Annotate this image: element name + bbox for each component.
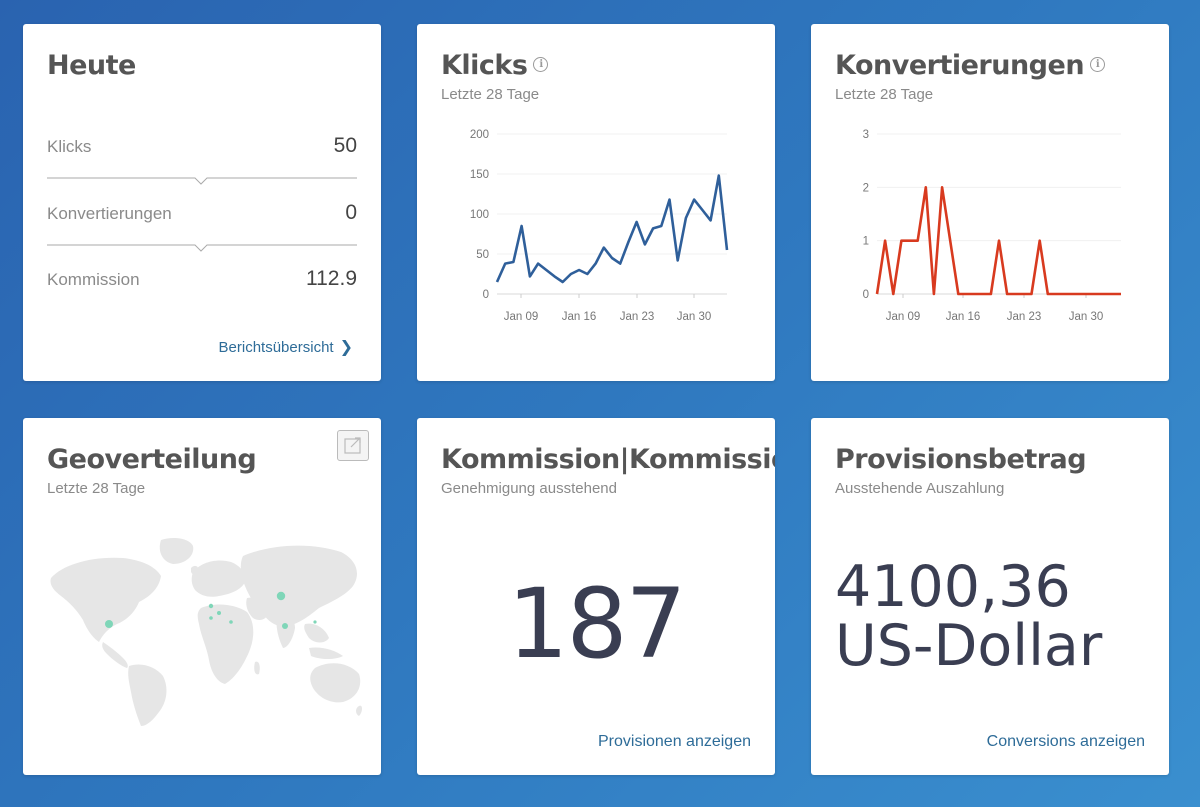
series-line [875,185,1121,296]
clicks-title: Klicks i [441,50,549,81]
payout-amount-value: 4100,36 [835,554,1071,620]
map-japan [337,580,346,594]
clicks-card: Klicks i Letzte 28 Tage 0 50 100 150 200 Jan 0… [417,24,775,381]
map-southeast-asia [304,623,329,643]
map-dot-russia [276,591,286,601]
conversions-title-text: Konvertierungen [835,50,1085,81]
x-tick-label: Jan 09 [886,311,921,323]
commission-title: Kommission|Kommissionen [441,444,775,475]
map-new-zealand [356,705,362,716]
info-icon[interactable]: i [533,57,549,72]
map-south-america [128,664,167,726]
payout-title: Provisionsbetrag [835,444,1087,475]
expand-map-button[interactable] [337,430,369,461]
today-row-conversions: Konvertierungen 0 [47,201,357,225]
conversions-subtitle: Letzte 28 Tage [835,86,934,103]
clicks-chart: 0 50 100 150 200 Jan 09 Jan 16 Jan 23 Jan 30 [470,129,729,323]
map-north-america [50,557,161,642]
map-uk [191,565,199,575]
today-row-clicks: Klicks 50 [47,134,357,158]
y-tick-label: 50 [476,249,489,261]
map-dot-usa [105,620,113,628]
geo-subtitle: Letzte 28 Tage [47,480,146,497]
x-tick-label: Jan 09 [504,311,539,323]
payout-amount-currency: US-Dollar [835,612,1103,679]
y-tick-label: 200 [470,129,489,141]
today-divider [47,241,357,253]
report-overview-link[interactable]: Berichtsübersicht ❯ [219,337,353,357]
y-tick-label: 1 [863,236,869,248]
geo-title: Geoverteilung [47,444,257,475]
map-indonesia [309,647,343,659]
map-africa [197,604,254,684]
expand-icon [344,437,361,454]
payout-card: Provisionsbetrag Ausstehende Auszahlung … [811,418,1169,775]
today-clicks-label: Klicks [47,137,92,156]
conversions-title: Konvertierungen i [835,50,1106,81]
y-tick-label: 0 [483,289,489,301]
y-tick-label: 2 [863,182,869,194]
x-tick-label: Jan 23 [620,311,655,323]
world-map [50,538,362,726]
payout-subtitle: Ausstehende Auszahlung [835,480,1005,497]
map-asia [240,545,357,627]
today-title: Heute [47,50,136,81]
map-dot-japan [313,620,317,624]
map-madagascar [254,661,260,675]
today-commission-label: Kommission [47,270,140,289]
map-dot-china [282,623,288,629]
today-conversions-label: Konvertierungen [47,204,172,223]
x-tick-label: Jan 23 [1007,311,1042,323]
today-conversions-value: 0 [345,201,357,224]
today-card: Heute Klicks 50 Konvertierungen 0 Kommis… [23,24,381,381]
y-tick-label: 150 [470,169,489,181]
map-central-america [102,642,128,668]
info-icon[interactable]: i [1090,57,1106,72]
commission-subtitle: Genehmigung ausstehend [441,480,617,497]
geo-card: Geoverteilung Letzte 28 Tage [23,418,381,775]
map-dot-europe-1 [208,603,214,609]
payout-amount: 4100,36 US-Dollar [835,558,1102,675]
chevron-right-icon: ❯ [339,339,353,356]
map-australia [310,663,361,703]
today-commission-value: 112.9 [306,267,357,290]
commission-card: Kommission|Kommissionen Genehmigung auss… [417,418,775,775]
clicks-title-text: Klicks [441,50,528,81]
y-tick-label: 0 [863,289,869,301]
conversions-chart: 0 1 2 3 Jan 09 Jan 16 Jan 23 Jan 30 [863,129,1121,323]
conversions-card: Konvertierungen i Letzte 28 Tage 0 1 2 3 Jan … [811,24,1169,381]
x-tick-label: Jan 16 [946,311,981,323]
commission-count: 187 [507,568,686,680]
y-tick-label: 3 [863,129,869,141]
view-conversions-link[interactable]: Conversions anzeigen [986,733,1145,750]
map-india [276,613,295,648]
clicks-subtitle: Letzte 28 Tage [441,86,540,103]
map-dot-europe-2 [217,611,221,615]
view-commissions-link[interactable]: Provisionen anzeigen [598,733,751,750]
map-greenland [159,538,194,564]
map-dot-middle-east [229,620,233,624]
map-middle-east [246,597,269,620]
today-divider [47,174,357,186]
report-overview-label: Berichtsübersicht [218,339,334,356]
x-tick-label: Jan 16 [562,311,597,323]
x-tick-label: Jan 30 [1069,311,1104,323]
today-clicks-value: 50 [333,134,357,157]
y-tick-label: 100 [470,209,489,221]
map-dot-europe-3 [209,616,213,620]
map-europe [191,560,246,597]
today-row-commission: Kommission 112.9 [47,267,357,291]
series-line [495,174,729,284]
x-tick-label: Jan 30 [677,311,712,323]
